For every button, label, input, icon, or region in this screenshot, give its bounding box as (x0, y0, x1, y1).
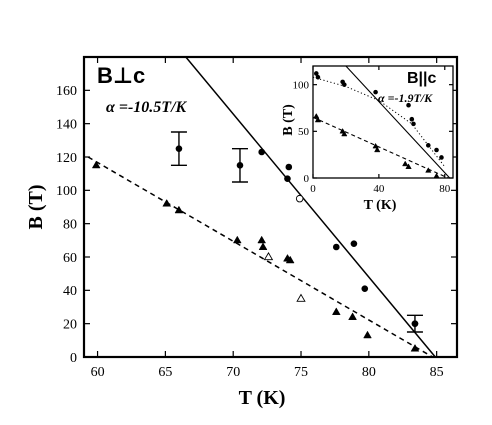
inset-triangle-point (341, 130, 348, 137)
inset-y-tick-label: 0 (304, 173, 310, 185)
inset-triangle-point (372, 142, 379, 149)
main-x-tick-label: 75 (294, 365, 308, 380)
main-y-tick-label: 0 (70, 351, 77, 366)
inset-triangle-point (313, 112, 320, 119)
main-solid-fit-line (184, 57, 436, 357)
main-orientation-label: B⊥c (97, 63, 145, 88)
inset-circle-point (434, 147, 439, 153)
inset-slope-annotation: α =-1.9T/K (378, 91, 433, 105)
main-x-axis-title: T (K) (239, 387, 286, 409)
inset-circle-point (406, 102, 411, 108)
inset-plot: 0 40 80 0 50 100 (293, 65, 454, 195)
main-errorbar-point (236, 162, 244, 169)
inset-triangle-point (425, 167, 432, 173)
inset-circle-point (341, 82, 347, 87)
inset-triangle-point (405, 163, 412, 169)
main-y-tick-label: 40 (63, 284, 77, 299)
inset-solid-fit-line (345, 66, 451, 178)
inset-triangle-point (314, 116, 322, 123)
inset-circle-point (313, 71, 319, 76)
main-triangle-point (331, 307, 341, 315)
main-x-tick-label: 60 (91, 365, 105, 380)
main-x-tick-label: 85 (430, 365, 444, 380)
main-open-triangle-point (263, 252, 274, 261)
main-slope-annotation: α =-10.5T/K (106, 99, 188, 116)
main-triangle-point (174, 205, 184, 214)
inset-x-axis-title: T (K) (364, 198, 397, 213)
main-y-tick-label: 20 (63, 318, 77, 333)
inset-triangle-point (402, 160, 409, 167)
main-lines (87, 57, 436, 357)
main-triangle-point (363, 330, 372, 339)
inset-triangle-point (433, 172, 440, 179)
main-errorbar-point (411, 320, 419, 327)
main-triangle-point (285, 255, 295, 264)
main-x-tick-label: 65 (158, 365, 172, 380)
main-y-tick-label: 120 (56, 151, 77, 166)
main-triangle-point (258, 242, 268, 250)
main-x-tick-label: 80 (362, 365, 376, 380)
main-circle-point (332, 243, 340, 251)
inset-frame (312, 65, 454, 179)
main-circle-point (284, 175, 291, 182)
inset-x-tick-label: 40 (373, 183, 385, 195)
inset-orientation-label: B||c (407, 70, 437, 87)
main-triangle-point (232, 235, 242, 244)
inset-dashed-fit-line (313, 116, 449, 178)
inset-circle-point (373, 89, 378, 95)
main-dashed-fit-line (87, 156, 433, 357)
main-open-triangle-point (296, 293, 306, 302)
main-y-tick-label: 160 (56, 84, 77, 99)
main-x-tick-label: 70 (226, 365, 240, 380)
main-circle-point (258, 148, 265, 156)
main-open-circle-point (295, 194, 304, 203)
main-circle-point (361, 285, 369, 292)
inset-circle-point (425, 143, 431, 148)
inset-y-tick-label: 100 (293, 80, 310, 92)
main-y-tick-label: 140 (56, 118, 77, 133)
inset-x-tick-label: 0 (310, 183, 316, 195)
main-triangle-point (91, 160, 101, 169)
inset-circle-point (411, 121, 416, 127)
main-triangle-point (162, 199, 172, 207)
main-errorbar-point (175, 145, 183, 152)
inset-lines (313, 66, 451, 178)
inset-circle-point (439, 155, 444, 160)
main-y-tick-label: 100 (56, 184, 77, 199)
main-triangle-point (410, 344, 420, 352)
main-triangle-point (257, 235, 267, 244)
inset-x-tick-label: 80 (439, 183, 451, 195)
inset-circle-point (409, 116, 415, 122)
main-y-tick-label: 60 (63, 251, 77, 266)
main-y-tick-label: 80 (63, 218, 77, 233)
inset-y-tick-label: 50 (298, 126, 310, 138)
main-triangle-point (348, 312, 357, 320)
inset-circle-point (315, 74, 321, 80)
inset-y-axis-title: B (T) (281, 104, 296, 136)
main-circle-point (350, 240, 358, 247)
inset-triangle-point (374, 146, 381, 153)
inset-dotted-fit-line (313, 76, 446, 168)
main-circle-point (285, 163, 293, 171)
main-y-axis-title: B (T) (25, 185, 47, 230)
